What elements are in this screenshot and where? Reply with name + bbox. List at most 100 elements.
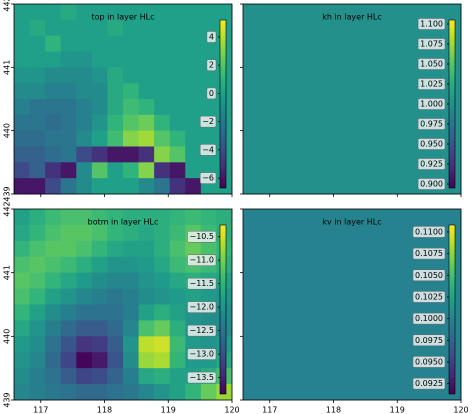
heatmap-cell: [91, 35, 108, 52]
panel-title: kh in layer HLc: [322, 13, 382, 22]
heatmap-cell: [29, 130, 46, 147]
heatmap-cell: [169, 130, 186, 147]
heatmap-cell: [60, 240, 77, 258]
heatmap-cell: [29, 352, 46, 369]
heatmap-cell: [76, 83, 93, 100]
colorbar-tick-label: −11.5: [189, 279, 214, 288]
heatmap-cell: [60, 35, 77, 52]
y-tick-label: 441: [3, 60, 12, 75]
colorbar: [219, 19, 227, 189]
heatmap-cell: [60, 4, 77, 21]
x-tick-label: 120: [453, 406, 468, 414]
label-box: [187, 371, 217, 384]
label-box: [412, 377, 446, 390]
label-box: [417, 58, 446, 70]
heatmap-cell: [154, 336, 171, 353]
heatmap-cell: [76, 368, 93, 385]
heatmap-cell: [154, 130, 171, 147]
label-box: [206, 59, 217, 71]
heatmap-cell: [60, 224, 77, 242]
colorbar-label-group: 0.1075: [412, 247, 446, 260]
heatmap-cell: [29, 209, 46, 226]
heatmap-cell: [200, 240, 217, 258]
heatmap-cell: [91, 130, 108, 147]
heatmap-cell: [76, 224, 93, 242]
heatmap-cell: [138, 256, 155, 274]
heatmap-cell: [14, 384, 30, 401]
colorbar-tick-label: 1.025: [420, 80, 443, 89]
heatmap-cell: [138, 224, 155, 242]
heatmap-cell: [91, 99, 108, 116]
heatmap-cell: [14, 67, 30, 84]
colorbar-label-group: −11.5: [187, 277, 217, 290]
heatmap-cell: [60, 83, 77, 100]
heatmap-cell: [123, 162, 139, 179]
heatmap-cell: [91, 304, 108, 321]
heatmap-cell: [185, 209, 202, 226]
heatmap-cell: [14, 4, 30, 21]
heatmap-cell: [138, 114, 155, 132]
heatmap-cell: [154, 19, 171, 37]
label-box: [417, 138, 446, 150]
heatmap-cell: [123, 384, 139, 401]
heatmap-cell: [45, 4, 62, 21]
colorbar-tick-label: −13.5: [189, 373, 214, 382]
heatmap-cell: [76, 209, 93, 226]
colorbar-tick-label: 0.950: [420, 140, 443, 149]
heatmap-cell: [60, 51, 77, 68]
label-box: [187, 254, 217, 266]
colorbar-tick-label: 0.925: [420, 160, 443, 169]
heatmap-cell: [14, 99, 30, 116]
label-box: [206, 31, 217, 43]
heatmap-cell: [138, 83, 155, 100]
heatmap-cell: [185, 162, 202, 179]
colorbar-tick-label: 0.0950: [415, 357, 443, 366]
heatmap-cell: [154, 320, 171, 337]
heatmap-cell: [29, 35, 46, 52]
heatmap-cell: [123, 99, 139, 116]
heatmap-cell: [123, 209, 139, 226]
heatmap-cell: [169, 320, 186, 337]
heatmap-cell: [216, 209, 233, 226]
heatmap-cell: [14, 146, 30, 163]
heatmap-cell: [185, 384, 202, 401]
heatmap-cell: [45, 256, 62, 274]
heatmap-cell: [76, 336, 93, 353]
heatmap-cell: [154, 114, 171, 132]
heatmap-cell: [107, 288, 124, 305]
heatmap-cell: [169, 352, 186, 369]
heatmap-cell: [14, 256, 30, 274]
colorbar-label-group: 0.1050: [412, 269, 446, 282]
heatmap-cell: [91, 384, 108, 401]
heatmap-cell: [154, 83, 171, 100]
label-box: [412, 247, 446, 260]
heatmap-cell: [154, 368, 171, 385]
heatmap-cell: [154, 288, 171, 305]
heatmap-cell: [123, 320, 139, 337]
heatmap-cell: [123, 146, 139, 163]
heatmap-cell: [200, 99, 217, 116]
heatmap-cell: [154, 99, 171, 116]
colorbar: [219, 224, 227, 395]
heatmap-cell: [14, 114, 30, 132]
heatmap-cell: [60, 304, 77, 321]
heatmap-cell: [45, 162, 62, 179]
heatmap-cell: [154, 272, 171, 289]
heatmap-cell: [185, 99, 202, 116]
heatmap-cell: [29, 224, 46, 242]
colorbar-tick-label: −6: [202, 174, 214, 183]
heatmap-cell: [91, 146, 108, 163]
heatmap-cell: [45, 146, 62, 163]
colorbar-tick-label: −13.0: [189, 350, 214, 359]
heatmap-cell: [14, 178, 30, 195]
heatmap-cell: [76, 352, 93, 369]
heatmap-cell: [76, 19, 93, 37]
label-box: [187, 301, 217, 313]
colorbar-label-group: 0.1025: [412, 291, 446, 303]
colorbar-tick-label: 1.075: [420, 40, 443, 49]
heatmap-cell: [107, 99, 124, 116]
heatmap-cell: [76, 146, 93, 163]
heatmap-cell: [169, 99, 186, 116]
heatmap-cell: [123, 336, 139, 353]
